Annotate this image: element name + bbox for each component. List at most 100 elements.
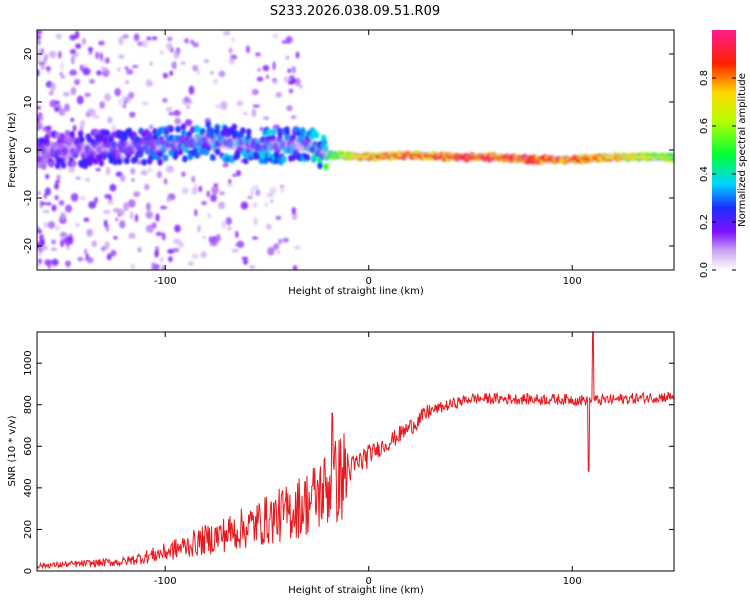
- spectrogram-cell: [214, 148, 221, 156]
- spectrogram-cell: [157, 170, 163, 179]
- spectrogram-cell: [133, 33, 140, 42]
- spectrogram-cell: [231, 248, 240, 253]
- y-tick-label: 400: [23, 478, 34, 497]
- spectrogram-cell: [51, 239, 57, 245]
- spectrogram-cell: [200, 251, 207, 259]
- spectrogram-cell: [162, 72, 169, 79]
- spectrogram-cell: [192, 64, 199, 72]
- spectrogram-y-label: Frequency (Hz): [7, 112, 18, 188]
- spectrogram-cell: [37, 69, 40, 77]
- spectrogram-cell: [104, 93, 111, 102]
- spectrogram-cell: [236, 240, 245, 249]
- spectrogram-x-label: Height of straight line (km): [288, 286, 424, 297]
- spectrogram-cell: [125, 80, 130, 85]
- spectrogram-cell: [225, 217, 232, 226]
- spectrogram-cell: [69, 130, 75, 138]
- x-tick-label: -100: [154, 276, 177, 287]
- spectrogram-cell: [134, 213, 139, 223]
- spectrogram-cell: [294, 77, 301, 87]
- spectrogram-cell: [131, 178, 135, 182]
- spectrogram-cell: [109, 183, 117, 192]
- spectrogram-cell: [45, 65, 51, 72]
- spectrogram-cell: [184, 96, 190, 103]
- spectrogram-cell: [87, 46, 94, 53]
- spectrogram-cell: [137, 246, 142, 253]
- spectrogram-cell: [218, 70, 226, 78]
- spectrogram-cell: [304, 154, 311, 162]
- spectrogram-cell: [317, 162, 323, 170]
- snr-x-label: Height of straight line (km): [288, 585, 424, 596]
- spectrogram-cell: [253, 217, 258, 226]
- spectrogram-cell: [275, 91, 283, 98]
- spectrogram-cell: [126, 69, 134, 75]
- spectrogram-cell: [141, 101, 150, 106]
- spectrogram-cell: [45, 202, 52, 206]
- chart-title: S233.2026.038.09.51.R09: [270, 4, 440, 19]
- spectrogram-cell: [269, 186, 277, 194]
- spectrogram-cell: [199, 148, 206, 156]
- spectrogram-cell: [257, 67, 262, 72]
- spectrogram-cell: [127, 199, 136, 208]
- spectrogram-cell: [64, 129, 71, 137]
- spectrogram-cell: [287, 80, 295, 85]
- spectrogram-cell: [37, 121, 43, 130]
- spectrogram-cell: [64, 103, 70, 112]
- colorbar-label: Normalized spectral amplitude: [737, 73, 748, 227]
- spectrogram-cell: [112, 207, 121, 213]
- spectrogram-cell: [232, 173, 237, 178]
- spectrogram-cell: [37, 228, 42, 234]
- spectrogram-cell: [214, 123, 221, 131]
- spectrogram-cell: [129, 111, 136, 118]
- spectrogram-cell: [209, 153, 216, 161]
- spectrogram-cell: [66, 245, 70, 251]
- spectrogram-cell: [286, 105, 293, 112]
- spectrogram-cell: [40, 245, 49, 251]
- spectrogram-cell: [168, 111, 175, 116]
- spectrogram-cell: [235, 230, 239, 238]
- spectrogram-cell: [58, 200, 65, 206]
- spectrogram-cell: [47, 221, 56, 229]
- spectrogram-cell: [265, 74, 269, 80]
- colorbar-tick-label: 0.0: [699, 262, 710, 278]
- spectrogram-cell: [163, 178, 168, 185]
- spectrogram-cell: [128, 232, 136, 239]
- spectrogram-cell: [242, 259, 249, 265]
- spectrogram-cell: [103, 219, 108, 228]
- y-tick-label: 600: [23, 437, 34, 456]
- spectrogram-cell: [160, 256, 164, 263]
- spectrogram-cell: [42, 157, 49, 165]
- spectrogram-cell: [178, 241, 184, 248]
- spectrogram-cell: [69, 69, 78, 76]
- spectrogram-cell: [43, 221, 48, 229]
- spectrogram-cell: [180, 129, 187, 137]
- spectrogram-cell: [197, 224, 201, 233]
- spectrogram-cell: [194, 183, 198, 192]
- spectrogram-cell: [207, 213, 212, 219]
- y-tick-label: 0: [23, 147, 34, 153]
- spectrogram-cell: [69, 34, 77, 41]
- spectrogram-cell: [241, 256, 249, 260]
- spectrogram-cell: [290, 115, 297, 120]
- spectrogram-cell: [172, 152, 179, 160]
- spectrogram-cell: [99, 101, 105, 109]
- spectrogram-cell: [41, 163, 47, 171]
- spectrogram-cell: [210, 71, 214, 75]
- spectrogram-cell: [88, 201, 97, 209]
- spectrogram-cell: [173, 109, 181, 117]
- spectrogram-cell: [226, 182, 233, 187]
- spectrogram-cell: [37, 34, 42, 41]
- spectrogram-cell: [83, 217, 90, 222]
- spectrogram-cell: [157, 158, 163, 166]
- spectrogram-cell: [44, 259, 52, 266]
- spectrogram-cell: [44, 187, 51, 196]
- spectrogram-cell: [293, 245, 301, 250]
- spectrogram-cell: [155, 213, 160, 222]
- spectrogram-cell: [184, 38, 190, 44]
- spectrogram-cell: [201, 200, 208, 206]
- spectrogram-cell: [277, 129, 284, 137]
- spectrogram-cell: [255, 52, 261, 57]
- spectrogram-cell: [130, 167, 136, 175]
- spectrogram-cell: [54, 194, 59, 201]
- spectrogram-cell: [288, 88, 294, 94]
- spectrogram-cell: [103, 209, 109, 214]
